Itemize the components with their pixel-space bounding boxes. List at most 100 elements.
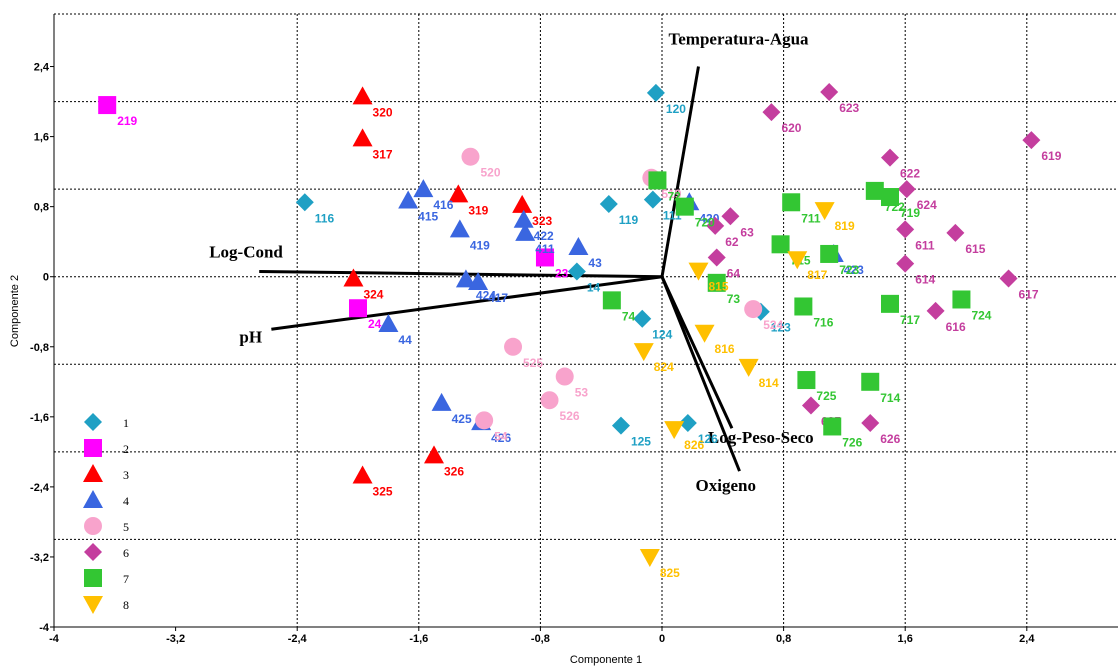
legend-marker-1 xyxy=(84,413,102,431)
point-label: 423 xyxy=(844,263,864,277)
series-3-marker xyxy=(448,184,469,203)
point-label: 724 xyxy=(971,308,991,322)
point-label: 63 xyxy=(740,225,754,239)
legend-marker-3 xyxy=(83,464,103,482)
series-4-marker xyxy=(515,222,536,241)
point-label: 524 xyxy=(763,318,783,332)
series-1-marker xyxy=(646,83,665,102)
point-label: 43 xyxy=(588,256,602,270)
point-label: 425 xyxy=(452,412,472,426)
series-1-marker xyxy=(295,193,314,212)
series-5-marker xyxy=(475,411,494,430)
point-label: 815 xyxy=(708,280,728,294)
point-label: 24 xyxy=(368,317,382,331)
legend-label: 6 xyxy=(123,546,129,560)
series-4-marker xyxy=(413,179,434,198)
point-label: 624 xyxy=(917,198,937,212)
y-tick-label: -2,4 xyxy=(30,482,50,494)
point-label: 64 xyxy=(727,266,741,280)
point-label: 426 xyxy=(491,431,511,445)
point-label: 419 xyxy=(470,238,490,252)
point-label: 317 xyxy=(373,147,393,161)
y-tick-label: -4 xyxy=(39,622,50,634)
point-label: 825 xyxy=(660,566,680,580)
series-6-marker xyxy=(861,413,880,432)
legend-marker-4 xyxy=(83,490,103,508)
point-label: 711 xyxy=(801,211,821,225)
point-label: 816 xyxy=(715,342,735,356)
point-label: 726 xyxy=(842,435,862,449)
series-1-marker xyxy=(678,413,697,432)
series-2-marker xyxy=(349,299,367,318)
y-tick-label: 0,8 xyxy=(34,202,49,214)
point-label: 323 xyxy=(532,214,552,228)
series-7-marker xyxy=(602,291,621,310)
series-3-marker xyxy=(352,86,373,105)
point-label: 619 xyxy=(1041,149,1061,163)
series-6-marker xyxy=(881,148,899,167)
point-label: 219 xyxy=(117,114,137,128)
point-label: 14 xyxy=(587,280,601,294)
legend-label: 5 xyxy=(123,520,129,534)
loading-vectors: Temperatura-Agua Log-Cond pH Log-Peso-Seco O… xyxy=(209,30,813,496)
point-label: 719 xyxy=(900,206,920,220)
point-label: 54 xyxy=(494,429,508,443)
series-5-marker xyxy=(540,391,559,410)
y-tick-label: -3,2 xyxy=(30,552,49,564)
legend-marker-5 xyxy=(84,517,102,535)
point-label: 611 xyxy=(915,238,935,252)
y-axis-title: Componente 2 xyxy=(9,275,21,347)
series-6-marker xyxy=(896,254,915,273)
series-6-marker xyxy=(707,248,726,267)
series-6-marker xyxy=(762,103,781,122)
point-label: 623 xyxy=(839,101,859,115)
point-label: 826 xyxy=(684,438,704,452)
point-label: 526 xyxy=(560,409,580,423)
series-7-marker xyxy=(861,372,880,391)
series-7-marker xyxy=(648,171,667,190)
series-3-marker xyxy=(343,268,364,287)
series-8-marker xyxy=(694,324,715,343)
y-tick-label: -0,8 xyxy=(30,342,49,354)
x-tick-label: -1,6 xyxy=(409,633,428,645)
point-label: 411 xyxy=(535,242,555,256)
y-tick-label: -1,6 xyxy=(30,412,49,424)
point-label: 125 xyxy=(631,435,651,449)
point-label: 622 xyxy=(900,167,920,181)
series-6-marker xyxy=(706,216,725,235)
legend-marker-2 xyxy=(84,439,102,457)
legend-label: 2 xyxy=(123,442,129,456)
axes: -4 -3,2 -2,4 -1,6 -0,8 0 0,8 1,6 2,4 2,4 1,6 0,8 0 -0… xyxy=(30,14,1118,645)
legend: 1 2 3 4 5 6 7 8 xyxy=(83,413,129,614)
series-5-marker xyxy=(744,300,763,319)
point-label: 614 xyxy=(915,273,935,287)
series-8-marker xyxy=(664,421,685,440)
loading-vector-label: pH xyxy=(239,327,262,346)
point-label: 422 xyxy=(534,229,554,243)
series-4-marker xyxy=(398,190,419,209)
loading-vector-label: Log-Cond xyxy=(209,242,283,261)
legend-marker-6 xyxy=(84,543,102,561)
x-tick-label: -2,4 xyxy=(288,633,308,645)
y-tick-label: 1,6 xyxy=(34,132,49,144)
series-4-marker xyxy=(378,314,399,333)
series-5-marker xyxy=(504,337,523,356)
x-axis-title: Componente 1 xyxy=(570,654,642,666)
point-label: 424 xyxy=(476,288,496,302)
series-7-marker xyxy=(865,181,884,200)
series-3-marker xyxy=(352,128,373,147)
series-7-marker xyxy=(881,294,899,313)
series-7-marker xyxy=(952,290,971,309)
point-label: 714 xyxy=(880,391,900,405)
point-label: 23 xyxy=(555,266,569,280)
series-6-marker xyxy=(1022,131,1041,150)
point-label: 720 xyxy=(695,216,715,230)
series-7-marker xyxy=(675,197,694,216)
series-7-marker xyxy=(881,188,899,207)
point-label: 126 xyxy=(698,432,718,446)
series-7-marker xyxy=(820,244,839,263)
point-label: 319 xyxy=(468,203,488,217)
point-label: 716 xyxy=(813,315,833,329)
series-1-marker xyxy=(611,416,630,435)
series-2-marker xyxy=(535,248,554,267)
